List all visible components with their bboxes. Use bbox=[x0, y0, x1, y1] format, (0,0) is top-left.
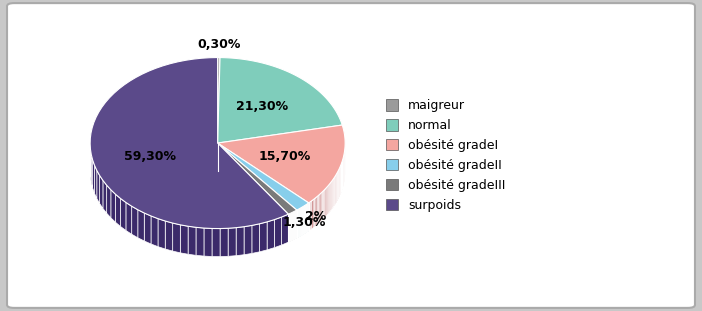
Polygon shape bbox=[336, 173, 337, 202]
Text: 0,30%: 0,30% bbox=[197, 38, 241, 51]
Polygon shape bbox=[252, 224, 260, 253]
Polygon shape bbox=[317, 195, 319, 225]
Polygon shape bbox=[91, 155, 93, 188]
Polygon shape bbox=[218, 58, 343, 143]
Polygon shape bbox=[204, 228, 212, 257]
Polygon shape bbox=[337, 172, 338, 201]
Polygon shape bbox=[212, 229, 220, 257]
Polygon shape bbox=[165, 221, 173, 251]
Polygon shape bbox=[310, 201, 312, 230]
Polygon shape bbox=[196, 227, 204, 256]
Polygon shape bbox=[151, 216, 158, 247]
Polygon shape bbox=[320, 193, 321, 222]
Legend: maigreur, normal, obésité gradeI, obésité gradeII, obésité gradeIII, surpoids: maigreur, normal, obésité gradeI, obésit… bbox=[385, 99, 505, 212]
Polygon shape bbox=[93, 160, 95, 193]
Polygon shape bbox=[126, 202, 132, 234]
Polygon shape bbox=[218, 143, 297, 214]
Polygon shape bbox=[332, 179, 333, 209]
Polygon shape bbox=[330, 182, 331, 211]
Polygon shape bbox=[267, 220, 274, 250]
Polygon shape bbox=[322, 191, 324, 220]
Polygon shape bbox=[220, 228, 228, 257]
Text: 1,30%: 1,30% bbox=[282, 216, 326, 229]
Polygon shape bbox=[244, 225, 252, 255]
Polygon shape bbox=[188, 226, 196, 255]
Polygon shape bbox=[324, 188, 326, 217]
Polygon shape bbox=[111, 190, 115, 222]
Text: 2%: 2% bbox=[305, 210, 326, 223]
Polygon shape bbox=[329, 183, 330, 213]
Polygon shape bbox=[115, 194, 121, 226]
Polygon shape bbox=[260, 222, 267, 252]
Polygon shape bbox=[326, 187, 327, 216]
Polygon shape bbox=[321, 192, 322, 221]
Polygon shape bbox=[121, 198, 126, 230]
Polygon shape bbox=[236, 227, 244, 256]
Polygon shape bbox=[274, 217, 282, 248]
Polygon shape bbox=[95, 165, 97, 198]
Polygon shape bbox=[328, 185, 329, 214]
Polygon shape bbox=[312, 200, 313, 229]
Polygon shape bbox=[334, 177, 335, 206]
Polygon shape bbox=[218, 125, 345, 203]
Polygon shape bbox=[180, 225, 188, 254]
Polygon shape bbox=[314, 197, 316, 227]
Polygon shape bbox=[91, 128, 92, 161]
Polygon shape bbox=[97, 170, 100, 203]
Polygon shape bbox=[100, 175, 103, 208]
Text: 21,30%: 21,30% bbox=[236, 100, 289, 113]
Polygon shape bbox=[90, 58, 289, 229]
Polygon shape bbox=[309, 202, 310, 231]
Polygon shape bbox=[327, 186, 328, 215]
Polygon shape bbox=[313, 199, 314, 228]
Polygon shape bbox=[132, 206, 138, 238]
Polygon shape bbox=[316, 197, 317, 225]
Polygon shape bbox=[138, 210, 144, 241]
Polygon shape bbox=[282, 214, 289, 245]
Polygon shape bbox=[218, 58, 220, 143]
Polygon shape bbox=[331, 181, 332, 210]
Polygon shape bbox=[228, 228, 236, 256]
Polygon shape bbox=[218, 143, 309, 210]
Polygon shape bbox=[319, 194, 320, 223]
Polygon shape bbox=[333, 178, 334, 207]
Polygon shape bbox=[335, 176, 336, 205]
Polygon shape bbox=[103, 180, 107, 213]
Polygon shape bbox=[158, 219, 165, 249]
Text: 59,30%: 59,30% bbox=[124, 150, 176, 163]
Polygon shape bbox=[173, 223, 180, 253]
Text: 15,70%: 15,70% bbox=[259, 150, 311, 163]
Polygon shape bbox=[107, 185, 111, 218]
Polygon shape bbox=[144, 213, 151, 244]
